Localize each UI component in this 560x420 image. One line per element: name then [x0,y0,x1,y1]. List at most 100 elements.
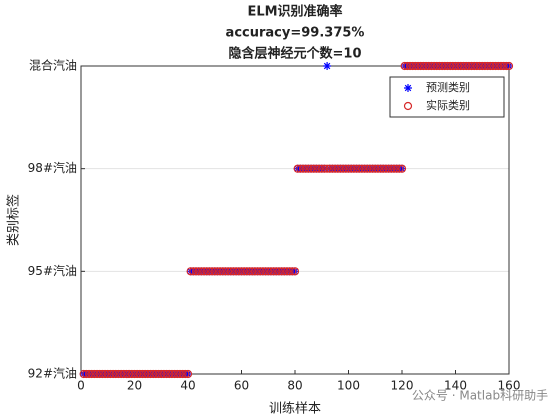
x-tick-label: 100 [337,379,360,393]
point [306,164,316,173]
point [435,61,444,71]
point [170,369,179,379]
point [197,267,206,276]
point [304,164,313,173]
point [224,267,233,276]
point [320,164,329,173]
point [173,369,182,379]
point [349,164,358,173]
y-tick-label: 92#汽油 [28,366,77,381]
point [207,267,217,276]
point [443,61,452,71]
point [328,164,337,173]
x-tick-label: 20 [127,379,142,393]
point [360,164,369,173]
point [199,267,209,276]
point [141,369,150,379]
point [312,164,321,173]
point [221,267,230,276]
point [125,369,134,379]
point [467,61,476,71]
legend-marker [404,84,412,92]
point [210,267,219,276]
point [341,164,350,173]
point [290,267,300,276]
x-tick-label: 140 [444,379,467,393]
point [84,369,94,379]
point [95,369,104,379]
point [189,267,198,276]
point [325,164,334,173]
point [98,369,107,379]
point [178,369,187,379]
point [454,61,463,71]
point [411,61,420,71]
point [368,164,377,173]
point [296,164,305,173]
point [314,164,324,173]
point [478,61,487,71]
point [100,369,110,379]
x-tick-label: 120 [391,379,414,393]
point [494,61,503,71]
point [499,61,508,71]
point [191,267,201,276]
point [379,164,388,173]
y-tick-label: 95#汽油 [28,263,77,278]
point [352,164,361,173]
point [135,369,144,379]
x-tick-label: 40 [180,379,195,393]
point [421,61,431,71]
chart-title: 隐含层神经元个数=10 [229,46,362,62]
point [459,61,468,71]
point [184,370,192,378]
point [175,369,185,379]
legend-label: 实际类别 [426,98,470,112]
point [143,369,152,379]
point [491,61,500,71]
point [395,164,404,173]
point [293,164,302,173]
legend-label: 预测类别 [426,80,470,94]
point [108,369,118,379]
point [138,369,147,379]
point [92,369,102,379]
point [331,164,340,173]
point [280,267,289,276]
legend-box [389,76,505,118]
point [79,369,88,379]
point [448,61,457,71]
point [248,267,257,276]
point [344,164,353,173]
point [488,61,498,71]
point [430,61,439,71]
x-tick-label: 60 [234,379,249,393]
point [405,61,415,71]
point [194,267,203,276]
point [355,164,364,173]
point [320,164,329,173]
point [464,61,473,71]
point [154,369,163,379]
point [472,61,481,71]
point [253,267,262,276]
point [122,369,131,379]
point [261,267,270,276]
chart-title: ELM识别准确率 [247,4,342,20]
point [408,61,417,71]
point [133,369,142,379]
point [413,61,423,71]
x-tick-label: 80 [287,379,302,393]
point [389,164,399,173]
point [416,61,425,71]
point [90,369,99,379]
point [218,267,227,276]
point [451,61,460,71]
point [392,164,401,173]
point [266,267,276,276]
point [186,267,195,276]
watermark: 公众号 · Matlab科研助手 [412,389,548,403]
point [336,164,345,173]
point [183,369,193,379]
point [258,267,267,276]
